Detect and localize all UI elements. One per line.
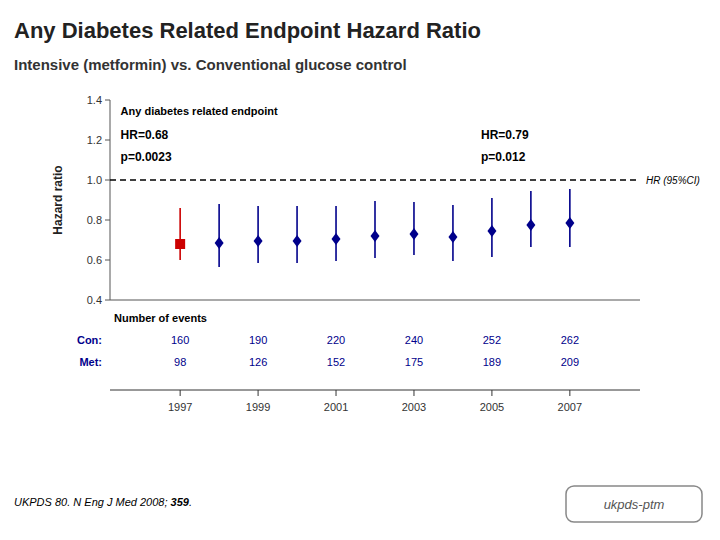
footnote-part: UKPDS 80.	[14, 496, 73, 508]
x-tick-label: 2003	[402, 401, 426, 413]
logo-text: ukpds-ptm	[604, 497, 665, 512]
y-tick-label: 0.8	[87, 214, 102, 226]
y-tick	[105, 300, 110, 301]
annotation: p=0.012	[481, 150, 526, 164]
x-tick-label: 1997	[168, 401, 192, 413]
y-tick	[105, 180, 110, 181]
y-tick-label: 0.4	[87, 294, 102, 306]
y-tick	[105, 140, 110, 141]
footnote: UKPDS 80. N Eng J Med 2008; 359.	[14, 496, 192, 508]
annotation: HR=0.68	[121, 128, 169, 142]
table-cell: 209	[561, 356, 579, 368]
x-tick	[258, 390, 259, 396]
footnote-part: .	[189, 496, 192, 508]
point	[293, 235, 302, 247]
series	[175, 208, 185, 260]
table-cell: 98	[174, 356, 186, 368]
error-bar	[179, 208, 181, 260]
table-cell: 262	[561, 334, 579, 346]
y-tick	[105, 100, 110, 101]
x-tick	[569, 390, 570, 396]
footnote-part: 359	[171, 496, 190, 508]
footnote-part: N Eng J Med 2008;	[73, 496, 170, 508]
x-axis-line	[110, 390, 640, 391]
table-cell: 252	[483, 334, 501, 346]
table-cell: 189	[483, 356, 501, 368]
series	[215, 189, 575, 267]
table-cell: 152	[327, 356, 345, 368]
subtitle: Intensive (metformin) vs. Conventional g…	[14, 56, 407, 73]
y-axis: 0.4 0.6 0.8 1.0 1.2 1.4	[87, 94, 110, 306]
title: Any Diabetes Related Endpoint Hazard Rat…	[14, 18, 481, 43]
plot-marks	[110, 180, 640, 267]
error-bar	[374, 201, 376, 258]
table-cell: 126	[249, 356, 267, 368]
y-axis-line	[110, 100, 111, 300]
x-tick-label: 2005	[480, 401, 504, 413]
point	[448, 231, 457, 243]
annotation: p=0.0023	[121, 150, 172, 164]
logo-box	[566, 486, 702, 522]
background	[0, 0, 720, 540]
point	[215, 237, 224, 249]
x-tick	[491, 390, 492, 396]
x-tick	[413, 390, 414, 396]
x-tick-label: 2007	[558, 401, 582, 413]
y-tick-label: 1.4	[87, 94, 102, 106]
point	[526, 219, 535, 231]
reference-line	[110, 179, 640, 181]
table-row-label: Met:	[79, 356, 102, 368]
table-cell: 175	[405, 356, 423, 368]
table-cell: 190	[249, 334, 267, 346]
annotation: Any diabetes related endpoint	[121, 105, 278, 117]
annotation: HR=0.79	[481, 128, 529, 142]
point	[487, 225, 496, 237]
point	[175, 239, 185, 249]
table-row-label: Con:	[77, 334, 102, 346]
chart: Any Diabetes Related Endpoint Hazard Rat…	[0, 0, 720, 540]
table-cell: 220	[327, 334, 345, 346]
point	[332, 233, 341, 245]
x-tick-label: 2001	[324, 401, 348, 413]
point	[254, 235, 263, 247]
error-bar	[296, 206, 298, 263]
y-tick	[105, 220, 110, 221]
table-cell: 160	[171, 334, 189, 346]
y-tick	[105, 260, 110, 261]
y-axis-label: Hazard ratio	[51, 165, 65, 234]
y-tick-label: 1.2	[87, 134, 102, 146]
y-tick-label: 1.0	[87, 174, 102, 186]
y-tick-label: 0.6	[87, 254, 102, 266]
point	[565, 217, 574, 229]
table-title: Number of events	[114, 312, 207, 324]
reference-line-label: HR (95%CI)	[646, 175, 700, 186]
table-cell: 240	[405, 334, 423, 346]
x-tick	[336, 390, 337, 396]
x-tick-label: 1999	[246, 401, 270, 413]
error-bar	[218, 204, 220, 267]
point	[371, 230, 380, 242]
x-tick	[180, 390, 181, 396]
x-axis: 1997 1999 2001 2003 2005 2007	[110, 390, 640, 413]
x-axis-line	[110, 300, 640, 301]
point	[409, 228, 418, 240]
error-bar	[257, 206, 259, 263]
